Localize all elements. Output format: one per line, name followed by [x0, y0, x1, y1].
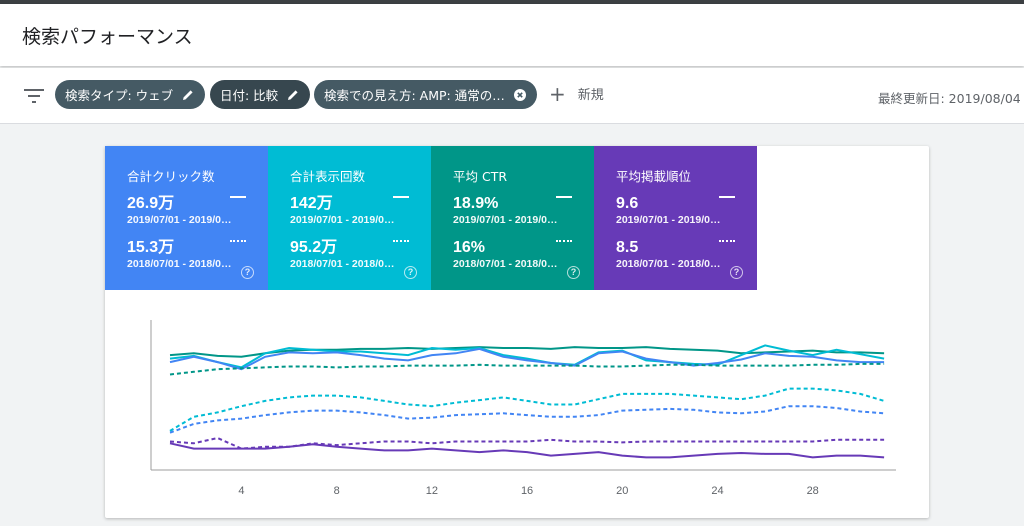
help-icon[interactable]: ? — [241, 266, 254, 279]
series-line-3[interactable] — [169, 347, 885, 371]
metric-current-range: 2019/07/01 - 2019/0… — [616, 214, 721, 226]
filter-chip-search-type[interactable]: 検索タイプ: ウェブ — [55, 80, 206, 109]
dashed-line-legend-icon — [230, 240, 246, 242]
add-filter-button[interactable]: + 新規 — [549, 81, 604, 106]
series-line-4[interactable] — [169, 362, 885, 376]
metric-current-range: 2019/07/01 - 2019/0… — [127, 214, 232, 226]
metric-current-value: 142万 — [290, 195, 333, 212]
chip-label: 検索タイプ: ウェブ — [65, 88, 174, 103]
metric-current-value: 9.6 — [616, 195, 639, 212]
filter-bar: 検索タイプ: ウェブ 日付: 比較 検索での見え方: AMP: 通常の… — [0, 68, 1024, 124]
solid-line-legend-icon — [230, 196, 246, 198]
help-icon[interactable]: ? — [567, 266, 580, 279]
metric-current-range: 2019/07/01 - 2019/0… — [290, 214, 395, 226]
metric-previous-range: 2018/07/01 - 2018/0… — [453, 258, 558, 270]
dashed-line-legend-icon — [393, 240, 409, 242]
metric-tile-impressions[interactable]: 合計表示回数 142万 2019/07/01 - 2019/0… 95.2万 2… — [268, 146, 431, 290]
metric-label: 平均掲載順位 — [616, 169, 692, 184]
metric-current-range: 2019/07/01 - 2019/0… — [453, 214, 558, 226]
x-tick-label: 24 — [711, 485, 723, 497]
add-filter-label: 新規 — [577, 88, 604, 103]
metric-tile-ctr[interactable]: 平均 CTR 18.9% 2019/07/01 - 2019/0… 16% 20… — [431, 146, 594, 290]
solid-line-legend-icon — [393, 196, 409, 198]
last-updated-text: 最終更新日: 2019/08/04 — [878, 91, 1021, 106]
chip-label: 日付: 比較 — [220, 88, 279, 103]
dashed-line-legend-icon — [719, 240, 735, 242]
metric-previous-value: 16% — [453, 239, 486, 256]
help-icon[interactable]: ? — [404, 266, 417, 279]
series-line-2[interactable] — [169, 344, 885, 369]
metric-label: 合計表示回数 — [290, 169, 366, 184]
metric-previous-range: 2018/07/01 - 2018/0… — [290, 258, 395, 270]
series-line-6[interactable] — [169, 405, 885, 434]
pencil-icon[interactable] — [286, 88, 300, 102]
performance-line-chart[interactable]: 4 8 12 16 20 24 28 — [105, 290, 929, 518]
pencil-icon[interactable] — [181, 88, 195, 102]
filter-icon[interactable] — [24, 88, 44, 104]
metric-label: 合計クリック数 — [127, 169, 215, 184]
metric-previous-value: 15.3万 — [127, 239, 175, 256]
x-tick-label: 20 — [616, 485, 628, 497]
filter-chip-search-appearance[interactable]: 検索での見え方: AMP: 通常の… — [314, 80, 537, 109]
filter-chip-date[interactable]: 日付: 比較 — [210, 80, 311, 109]
metric-tile-position[interactable]: 平均掲載順位 9.6 2019/07/01 - 2019/0… 8.5 2018… — [594, 146, 757, 290]
metric-previous-value: 8.5 — [616, 239, 639, 256]
metric-current-value: 18.9% — [453, 195, 499, 212]
metric-tile-clicks[interactable]: 合計クリック数 26.9万 2019/07/01 - 2019/0… 15.3万… — [105, 146, 268, 290]
close-circle-icon[interactable] — [513, 88, 527, 102]
chip-label: 検索での見え方: AMP: 通常の… — [324, 88, 505, 103]
metric-previous-value: 95.2万 — [290, 239, 338, 256]
solid-line-legend-icon — [719, 196, 735, 198]
metric-previous-range: 2018/07/01 - 2018/0… — [127, 258, 232, 270]
series-line-8[interactable] — [169, 442, 885, 459]
x-tick-label: 4 — [238, 485, 244, 497]
x-tick-label: 16 — [521, 485, 533, 497]
metric-label: 平均 CTR — [453, 169, 508, 184]
solid-line-legend-icon — [556, 196, 572, 198]
plus-icon: + — [549, 81, 566, 106]
performance-card: 合計クリック数 26.9万 2019/07/01 - 2019/0… 15.3万… — [105, 146, 929, 518]
page-header: 検索パフォーマンス — [0, 4, 1024, 66]
series-line-5[interactable] — [169, 387, 885, 432]
dashed-line-legend-icon — [556, 240, 572, 242]
metric-current-value: 26.9万 — [127, 195, 175, 212]
x-tick-label: 8 — [334, 485, 340, 497]
x-tick-label: 12 — [426, 485, 438, 497]
top-accent-bar — [0, 0, 1024, 4]
x-tick-label: 28 — [807, 485, 819, 497]
metric-previous-range: 2018/07/01 - 2018/0… — [616, 258, 721, 270]
help-icon[interactable]: ? — [730, 266, 743, 279]
page-title: 検索パフォーマンス — [22, 26, 193, 48]
